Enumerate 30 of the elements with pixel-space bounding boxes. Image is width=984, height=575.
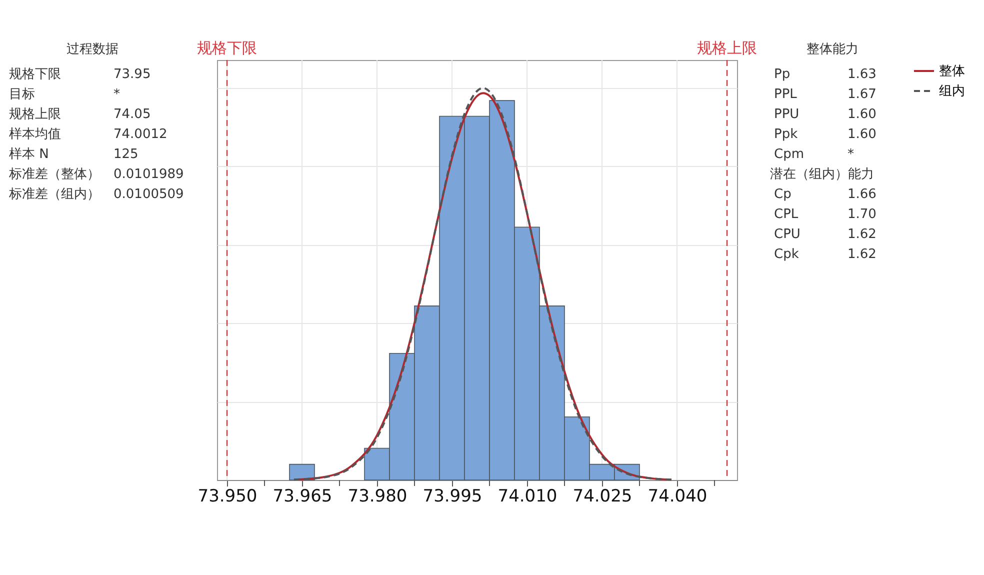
legend-label: 整体 bbox=[939, 64, 965, 79]
text: 样本均值 74.0012 bbox=[9, 127, 168, 142]
text: Cp 1.66 bbox=[774, 187, 876, 202]
text: 样本 N 125 bbox=[9, 147, 138, 162]
text: CPL 1.70 bbox=[774, 207, 876, 222]
text: 整体能力 bbox=[806, 42, 858, 57]
text: 潜在（组内）能力 bbox=[770, 167, 874, 182]
text: 规格下限 73.95 bbox=[9, 67, 151, 82]
ref-line-label: 规格下限 bbox=[197, 39, 257, 57]
x-tick-label: 74.040 bbox=[648, 486, 708, 506]
text: PPU 1.60 bbox=[774, 107, 876, 122]
x-tick-label: 74.025 bbox=[572, 486, 632, 506]
text: Cpk 1.62 bbox=[774, 247, 876, 262]
text: 目标 * bbox=[9, 87, 120, 102]
x-tick-label: 73.965 bbox=[272, 486, 332, 506]
x-tick-label: 73.980 bbox=[348, 486, 408, 506]
x-tick-label: 73.950 bbox=[198, 486, 258, 506]
x-tick-label: 74.010 bbox=[498, 486, 558, 506]
text: 标准差（组内） 0.0100509 bbox=[8, 187, 184, 202]
text: PPL 1.67 bbox=[774, 87, 876, 102]
text: 过程数据 bbox=[66, 42, 118, 57]
text: 规格上限 74.05 bbox=[9, 107, 151, 122]
text: CPU 1.62 bbox=[774, 227, 876, 242]
x-tick-label: 73.995 bbox=[422, 486, 482, 506]
legend-label: 组内 bbox=[939, 84, 965, 99]
text: Cpm * bbox=[774, 147, 854, 162]
ref-line-label: 规格上限 bbox=[697, 39, 757, 57]
text: 标准差（整体） 0.0101989 bbox=[8, 167, 184, 182]
text: Pp 1.63 bbox=[774, 67, 876, 82]
text: Ppk 1.60 bbox=[774, 127, 876, 142]
